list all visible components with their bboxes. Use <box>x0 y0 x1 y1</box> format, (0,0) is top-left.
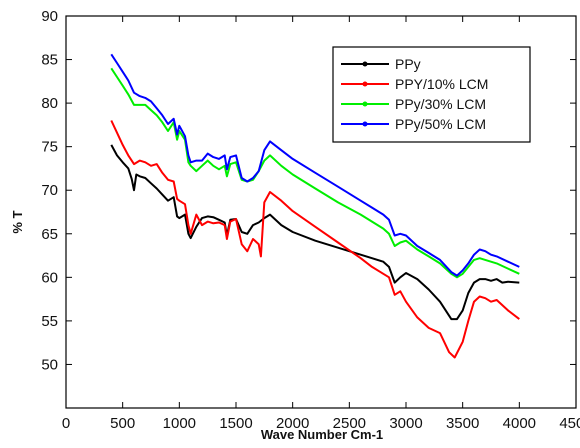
legend-marker-4 <box>362 121 368 127</box>
x-tick-label: 3000 <box>389 415 422 432</box>
series-line-1 <box>110 144 520 321</box>
series-line-2 <box>110 120 520 359</box>
legend-marker-2 <box>362 81 368 87</box>
x-tick-label: 2000 <box>276 415 309 432</box>
y-tick-label: 50 <box>41 356 58 373</box>
x-tick-label: 0 <box>62 415 70 432</box>
series-line-3 <box>110 67 520 279</box>
x-tick-label: 3500 <box>446 415 479 432</box>
legend-label-3: PPy/30% LCM <box>395 96 486 112</box>
y-tick-label: 65 <box>41 226 58 243</box>
legend-marker-1 <box>362 61 368 67</box>
y-tick-label: 70 <box>41 182 58 199</box>
y-tick-label: 75 <box>41 139 58 156</box>
legend-marker-3 <box>362 101 368 107</box>
legend-label-2: PPY/10% LCM <box>395 76 488 92</box>
legend-label-1: PPy <box>395 56 421 72</box>
y-tick-label: 80 <box>41 95 58 112</box>
x-tick-label: 4500 <box>559 415 580 432</box>
x-axis-title: Wave Number Cm-1 <box>261 427 383 442</box>
x-tick-label: 1000 <box>163 415 196 432</box>
x-tick-label: 2500 <box>333 415 366 432</box>
legend-label-4: PPy/50% LCM <box>395 116 486 132</box>
y-tick-label: 90 <box>41 8 58 25</box>
x-tick-label: 4000 <box>503 415 536 432</box>
x-tick-label: 500 <box>110 415 135 432</box>
y-tick-label: 60 <box>41 269 58 286</box>
y-axis-title: % T <box>10 210 25 233</box>
series-line-4 <box>110 53 520 277</box>
y-tick-label: 55 <box>41 313 58 330</box>
y-tick-label: 85 <box>41 52 58 69</box>
x-tick-label: 1500 <box>219 415 252 432</box>
